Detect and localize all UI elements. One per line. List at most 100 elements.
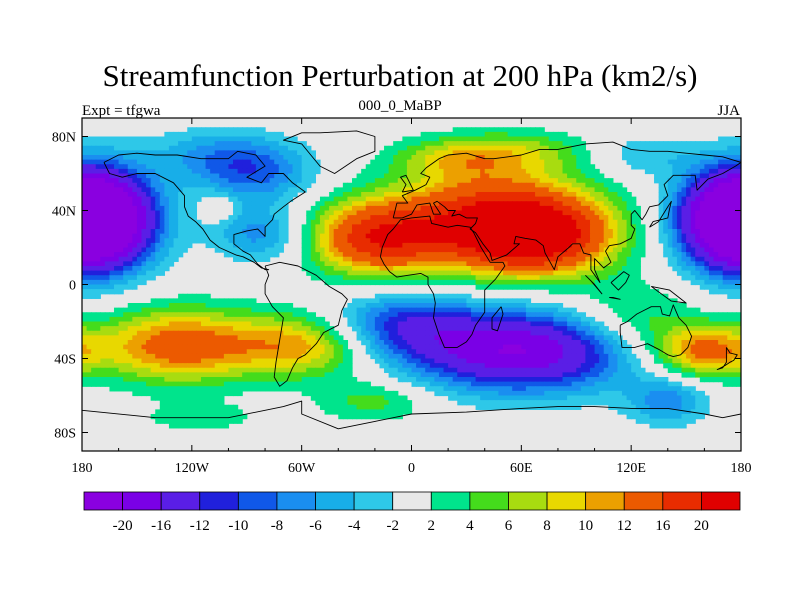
- field-cell: [530, 233, 536, 239]
- field-cell: [287, 164, 294, 170]
- field-cell: [667, 316, 673, 323]
- field-cell: [512, 266, 518, 272]
- field-cell: [704, 270, 710, 276]
- field-cell: [690, 275, 696, 281]
- field-cell: [713, 187, 719, 193]
- field-cell: [480, 178, 486, 184]
- field-cell: [178, 293, 184, 299]
- field-cell: [525, 238, 532, 244]
- field-cell: [489, 298, 495, 304]
- field-cell: [516, 229, 522, 235]
- field-cell: [525, 127, 532, 133]
- field-cell: [635, 261, 641, 267]
- field-cell: [219, 219, 225, 225]
- field-cell: [173, 321, 179, 327]
- field-cell: [402, 164, 408, 170]
- field-cell: [104, 136, 111, 142]
- field-cell: [530, 256, 536, 262]
- field-cell: [489, 205, 495, 212]
- field-cell: [713, 270, 719, 276]
- field-cell: [626, 275, 632, 281]
- field-cell: [553, 266, 559, 272]
- field-cell: [155, 238, 161, 244]
- field-cell: [493, 242, 500, 249]
- field-cell: [503, 270, 509, 276]
- field-cell: [416, 159, 422, 165]
- field-cell: [342, 256, 349, 262]
- field-cell: [557, 159, 564, 165]
- field-cell: [562, 201, 568, 207]
- field-cell: [727, 312, 733, 318]
- field-cell: [718, 289, 724, 295]
- field-cell: [640, 289, 646, 295]
- field-cell: [635, 298, 641, 304]
- field-cell: [150, 182, 156, 188]
- field-cell: [448, 182, 454, 188]
- field-cell: [512, 155, 518, 161]
- field-cell: [393, 326, 399, 332]
- field-cell: [448, 196, 454, 202]
- field-cell: [315, 316, 321, 323]
- field-cell: [274, 229, 280, 235]
- field-cell: [95, 178, 101, 184]
- field-cell: [361, 219, 367, 225]
- field-cell: [406, 136, 413, 142]
- field-cell: [214, 233, 220, 239]
- field-cell: [306, 233, 312, 239]
- field-cell: [251, 242, 257, 249]
- field-cell: [127, 279, 133, 286]
- field-cell: [265, 219, 271, 225]
- field-cell: [416, 247, 422, 253]
- field-cell: [626, 215, 632, 221]
- field-cell: [589, 201, 596, 207]
- field-cell: [567, 182, 573, 188]
- field-cell: [612, 242, 619, 249]
- field-cell: [594, 201, 600, 207]
- field-cell: [182, 173, 188, 179]
- field-cell: [95, 229, 101, 235]
- field-cell: [585, 238, 591, 244]
- field-cell: [525, 192, 532, 198]
- field-cell: [365, 224, 371, 230]
- field-cell: [86, 164, 92, 170]
- field-cell: [265, 229, 271, 235]
- field-cell: [448, 201, 454, 207]
- field-cell: [557, 261, 564, 267]
- field-cell: [100, 205, 106, 212]
- field-cell: [429, 312, 435, 318]
- field-cell: [347, 192, 353, 198]
- field-cell: [141, 150, 147, 156]
- field-cell: [672, 298, 678, 304]
- field-cell: [352, 215, 358, 221]
- field-cell: [136, 215, 143, 221]
- field-cell: [448, 219, 454, 225]
- field-cell: [315, 233, 321, 239]
- field-cell: [319, 247, 326, 253]
- field-cell: [466, 316, 472, 323]
- field-cell: [631, 141, 637, 147]
- field-cell: [498, 270, 504, 276]
- field-cell: [580, 321, 587, 327]
- field-cell: [425, 141, 431, 147]
- field-cell: [695, 178, 701, 184]
- field-cell: [109, 210, 115, 216]
- field-cell: [393, 261, 399, 267]
- field-cell: [310, 215, 316, 221]
- field-cell: [200, 182, 207, 188]
- field-cell: [603, 205, 609, 212]
- field-cell: [100, 321, 106, 327]
- field-cell: [219, 178, 225, 184]
- field-cell: [301, 150, 307, 156]
- field-cell: [493, 201, 500, 207]
- field-cell: [86, 261, 92, 267]
- field-cell: [503, 164, 509, 170]
- field-cell: [429, 279, 435, 286]
- field-cell: [233, 196, 239, 202]
- field-cell: [155, 312, 161, 318]
- field-cell: [402, 205, 408, 212]
- field-cell: [132, 145, 138, 151]
- field-cell: [548, 131, 554, 138]
- field-cell: [672, 316, 678, 323]
- field-cell: [699, 150, 705, 156]
- field-cell: [535, 127, 541, 133]
